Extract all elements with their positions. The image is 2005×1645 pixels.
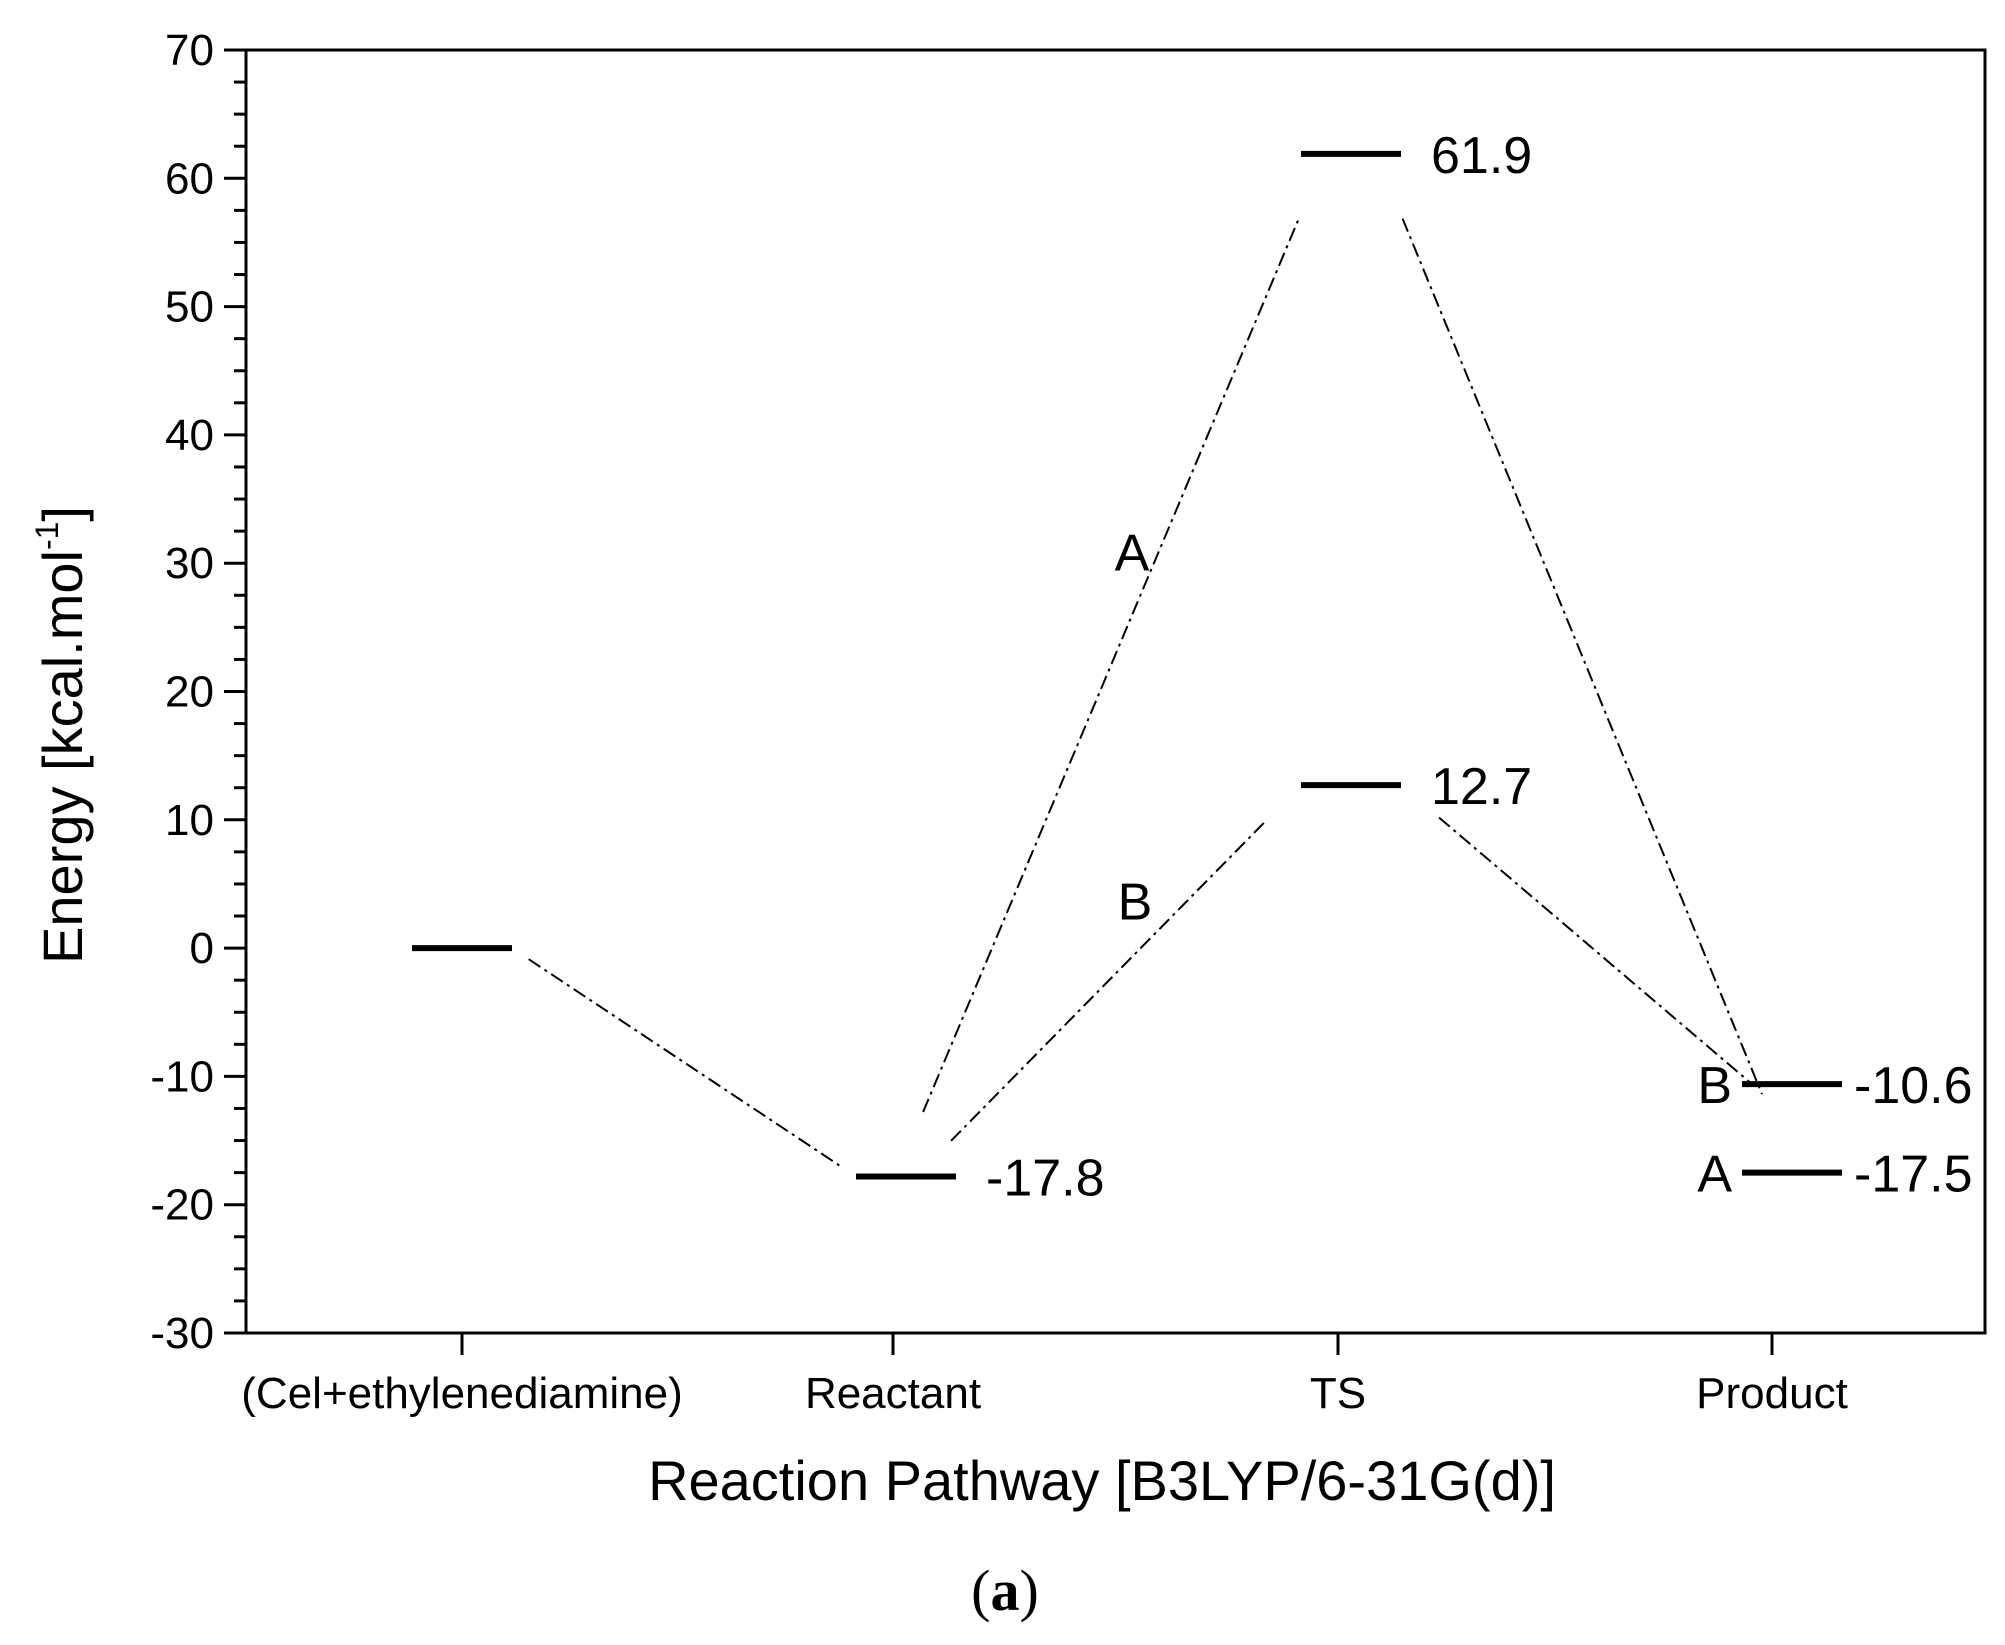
- x-axis-ticks: (Cel+ethylenediamine) Reactant TS Product: [241, 1333, 1848, 1418]
- y-tick-label: -20: [150, 1181, 214, 1230]
- energy-value-label: -10.6: [1854, 1057, 1973, 1115]
- energy-value-label: 61.9: [1431, 127, 1532, 185]
- pathway-connectors: [528, 218, 1763, 1167]
- y-axis-title-end: ]: [31, 506, 94, 522]
- pathway-connector: [1401, 218, 1763, 1095]
- axes: [244, 48, 1987, 1335]
- y-tick-label: -30: [150, 1309, 214, 1358]
- x-axis-title: Reaction Pathway [B3LYP/6-31G(d)]: [648, 1449, 1556, 1512]
- energy-value-label: -17.8: [986, 1149, 1105, 1207]
- energy-value-label: -17.5: [1854, 1146, 1973, 1204]
- pathway-connector: [528, 958, 840, 1167]
- caption-open: (: [971, 1558, 990, 1623]
- x-category-label: Product: [1696, 1369, 1848, 1418]
- pathway-label-a: A: [1115, 524, 1150, 582]
- y-axis-title: Energy [kcal.mol-1]: [29, 506, 94, 964]
- y-tick-label: 30: [165, 539, 214, 588]
- product-path-label: A: [1697, 1146, 1732, 1204]
- pathway-label-b: B: [1118, 873, 1153, 931]
- y-tick-label: -10: [150, 1052, 214, 1101]
- plot-frame: [244, 48, 1987, 1335]
- x-category-label: Reactant: [805, 1369, 981, 1418]
- x-category-label: (Cel+ethylenediamine): [241, 1369, 682, 1418]
- y-axis-title-sup: -1: [29, 522, 65, 550]
- caption-close: ): [1020, 1558, 1039, 1623]
- y-tick-label: 40: [165, 411, 214, 460]
- product-path-label: B: [1697, 1057, 1732, 1115]
- energy-value-label: 12.7: [1431, 758, 1532, 816]
- figure-caption: (a): [971, 1558, 1039, 1623]
- caption-letter: a: [991, 1558, 1020, 1623]
- x-category-label: TS: [1310, 1369, 1366, 1418]
- pathway-connector: [1438, 816, 1753, 1085]
- energy-levels: [412, 150, 1842, 1180]
- y-tick-label: 10: [165, 796, 214, 845]
- y-tick-label: 70: [165, 26, 214, 75]
- y-tick-label: 60: [165, 154, 214, 203]
- y-tick-label: 50: [165, 283, 214, 332]
- pathway-connector: [950, 820, 1267, 1142]
- y-axis-ticks: -30 -20 -10 0 10 20 30 40 50 60 70: [150, 26, 246, 1358]
- y-axis-title-main: Energy [kcal.mol: [31, 550, 94, 964]
- y-tick-label: 0: [190, 924, 214, 973]
- y-tick-label: 20: [165, 668, 214, 717]
